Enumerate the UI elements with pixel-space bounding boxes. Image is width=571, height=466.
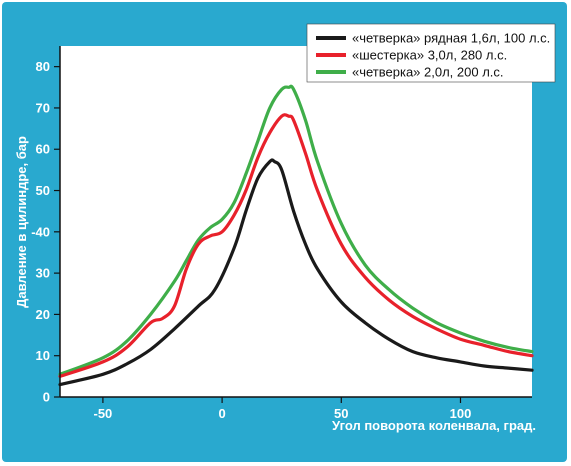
chart-frame: -50 0 50 100 0 10 20 30 -40 50 60 70 80 Угол поворо… <box>2 2 567 462</box>
y-axis-label: Давление в цилиндре, бар <box>14 136 29 308</box>
y-tick-label: 30 <box>36 266 50 281</box>
y-tick-label: 10 <box>36 348 50 363</box>
x-tick-label: 50 <box>334 406 348 421</box>
x-tick-label: -50 <box>94 406 113 421</box>
x-axis-label: Угол поворота коленвала, град. <box>332 418 536 433</box>
series-layer <box>58 84 534 387</box>
y-tick-label: 20 <box>36 307 50 322</box>
y-tick-label: 80 <box>36 59 50 74</box>
legend-box <box>306 23 556 83</box>
x-ticks: -50 0 50 100 <box>94 397 472 421</box>
pressure-chart: -50 0 50 100 0 10 20 30 -40 50 60 70 80 Угол поворо… <box>14 23 556 433</box>
y-tick-label: 50 <box>36 183 50 198</box>
x-tick-label: 100 <box>450 406 472 421</box>
series-line-1 <box>58 113 534 378</box>
legend-label-1: «шестерка» 3,0л, 280 л.с. <box>352 48 507 63</box>
series-line-2 <box>58 84 534 376</box>
legend-label-2: «четверка» 2,0л, 200 л.с. <box>352 65 504 80</box>
legend-label-0: «четверка» рядная 1,6л, 100 л.с. <box>352 31 550 46</box>
x-tick-label: 0 <box>218 406 225 421</box>
y-ticks: 0 10 20 30 -40 50 60 70 80 <box>31 59 60 405</box>
y-tick-label: 0 <box>43 390 50 405</box>
y-tick-label: 70 <box>36 100 50 115</box>
series-line-0 <box>58 158 534 387</box>
y-tick-label: -40 <box>31 224 50 239</box>
legend: «четверка» рядная 1,6л, 100 л.с. «шестерк… <box>306 23 556 83</box>
y-tick-label: 60 <box>36 142 50 157</box>
